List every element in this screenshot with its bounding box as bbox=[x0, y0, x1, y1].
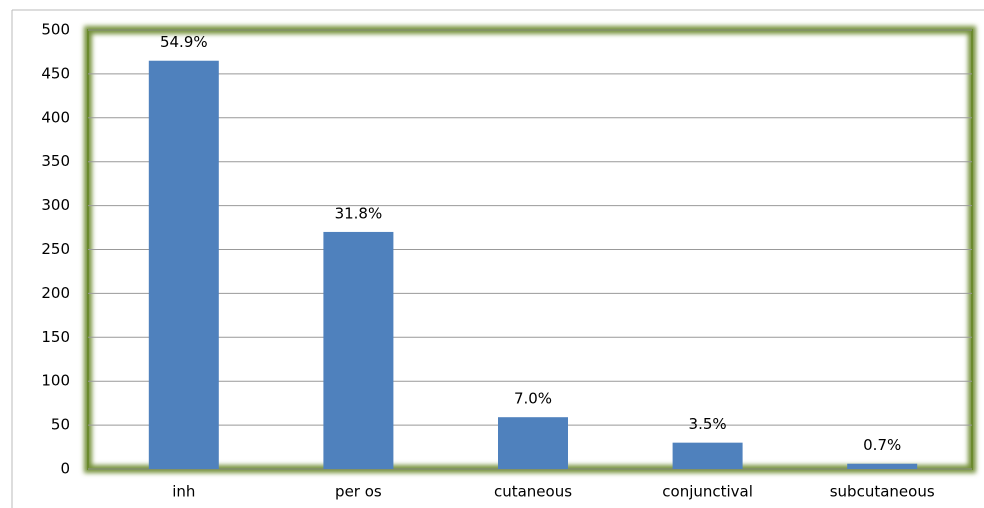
bar-annotation: 31.8% bbox=[335, 204, 383, 222]
y-tick-label: 400 bbox=[41, 108, 70, 126]
bar-annotation: 0.7% bbox=[863, 436, 901, 454]
bar bbox=[847, 463, 918, 469]
y-tick-label: 250 bbox=[41, 240, 70, 258]
bar-annotation: 3.5% bbox=[689, 415, 727, 433]
y-tick-label: 200 bbox=[41, 284, 70, 302]
y-tick-label: 50 bbox=[51, 416, 70, 434]
y-tick-label: 0 bbox=[60, 460, 70, 478]
y-tick-label: 350 bbox=[41, 152, 70, 170]
x-tick-label: conjunctival bbox=[662, 483, 753, 501]
x-tick-label: subcutaneous bbox=[830, 483, 935, 501]
y-tick-label: 450 bbox=[41, 64, 70, 82]
y-tick-label: 150 bbox=[41, 328, 70, 346]
x-tick-label: inh bbox=[172, 483, 195, 501]
y-tick-label: 500 bbox=[41, 21, 70, 39]
bar bbox=[323, 231, 394, 469]
y-tick-label: 300 bbox=[41, 196, 70, 214]
bar-annotation: 54.9% bbox=[160, 33, 208, 51]
bar bbox=[672, 442, 743, 469]
bar bbox=[148, 60, 219, 469]
bar-annotation: 7.0% bbox=[514, 390, 552, 408]
bar bbox=[498, 417, 568, 469]
x-tick-label: per os bbox=[335, 483, 382, 501]
x-tick-label: cutaneous bbox=[494, 483, 572, 501]
y-tick-label: 100 bbox=[41, 372, 70, 390]
